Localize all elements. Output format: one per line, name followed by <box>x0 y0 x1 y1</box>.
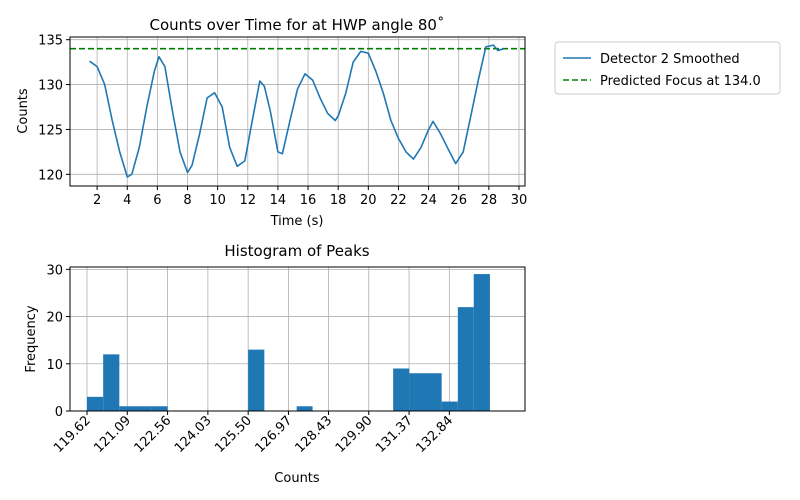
histogram-bar <box>248 349 265 411</box>
histogram-bar <box>425 373 442 411</box>
top-x-tick-label: 26 <box>450 193 467 208</box>
bottom-y-tick-label: 20 <box>46 311 63 326</box>
top-x-tick-label: 28 <box>481 193 498 208</box>
top-x-tick-label: 24 <box>420 193 437 208</box>
legend-label-predicted-focus: Predicted Focus at 134.0 <box>600 74 761 89</box>
detector-2-series-layer <box>89 44 505 178</box>
top-y-tick-label: 135 <box>38 34 63 49</box>
top-x-axis-label: Time (s) <box>270 214 324 229</box>
histogram-bar <box>457 307 474 411</box>
top-x-tick-label: 30 <box>511 193 528 208</box>
bottom-y-axis-label: Frequency <box>24 305 39 372</box>
histogram-bars <box>86 274 490 411</box>
top-x-tick-label: 10 <box>209 193 226 208</box>
legend: Detector 2 Smoothed Predicted Focus at 1… <box>554 41 781 95</box>
histogram-bar <box>86 396 104 411</box>
bottom-y-tick-label: 30 <box>46 263 63 278</box>
histogram-bar <box>151 406 168 411</box>
legend-frame <box>554 41 781 95</box>
bottom-chart-title: Histogram of Peaks <box>224 242 369 260</box>
histogram-bar <box>135 406 152 411</box>
bottom-x-tick-label: 125.50 <box>212 413 255 456</box>
detector-2-smoothed-line <box>89 44 505 178</box>
top-x-tick-label: 8 <box>183 193 191 208</box>
top-plot-frame <box>69 36 526 187</box>
bottom-grid <box>70 267 525 412</box>
top-x-tick-label: 12 <box>240 193 257 208</box>
bottom-plot-frame <box>69 266 526 412</box>
top-y-tick-label: 125 <box>38 123 63 138</box>
legend-label-detector-2: Detector 2 Smoothed <box>600 52 740 67</box>
top-x-tick-label: 2 <box>93 193 101 208</box>
top-grid <box>70 37 525 186</box>
top-y-tick-label: 120 <box>38 168 63 183</box>
histogram-bar <box>119 406 136 411</box>
top-x-tick-label: 22 <box>390 193 407 208</box>
top-y-tick-label: 130 <box>38 79 63 94</box>
top-x-tick-label: 14 <box>270 193 287 208</box>
bottom-x-tick-label: 121.09 <box>91 413 134 456</box>
histogram-bar <box>296 406 313 411</box>
histogram-bar <box>393 368 410 411</box>
bottom-x-tick-label: 124.03 <box>172 413 215 456</box>
histogram-bar <box>103 354 120 411</box>
top-x-tick-label: 18 <box>330 193 347 208</box>
top-x-tick-label: 16 <box>300 193 317 208</box>
top-x-tick-label: 20 <box>360 193 377 208</box>
bottom-x-tick-label: 132.84 <box>413 413 456 456</box>
bottom-x-axis-label: Counts <box>274 471 320 486</box>
bottom-y-tick-label: 0 <box>55 405 63 420</box>
bottom-y-tick-label: 10 <box>46 358 63 373</box>
top-x-tick-label: 6 <box>153 193 161 208</box>
histogram-bar <box>409 373 426 411</box>
top-x-tick-label: 4 <box>123 193 131 208</box>
top-chart-title: Counts over Time for at HWP angle 80˚ <box>150 16 445 34</box>
bottom-x-tick-label: 129.90 <box>333 413 376 456</box>
bottom-x-tick-label: 126.97 <box>253 413 296 456</box>
histogram-bar <box>473 274 490 411</box>
histogram-chart: 0102030119.62121.09122.56124.03125.50126… <box>24 242 526 486</box>
histogram-bar <box>441 401 458 411</box>
bottom-x-tick-label: 128.43 <box>293 413 336 456</box>
bottom-x-tick-label: 122.56 <box>132 413 175 456</box>
bottom-x-tick-label: 131.37 <box>373 413 416 456</box>
top-y-axis-label: Counts <box>16 88 31 134</box>
